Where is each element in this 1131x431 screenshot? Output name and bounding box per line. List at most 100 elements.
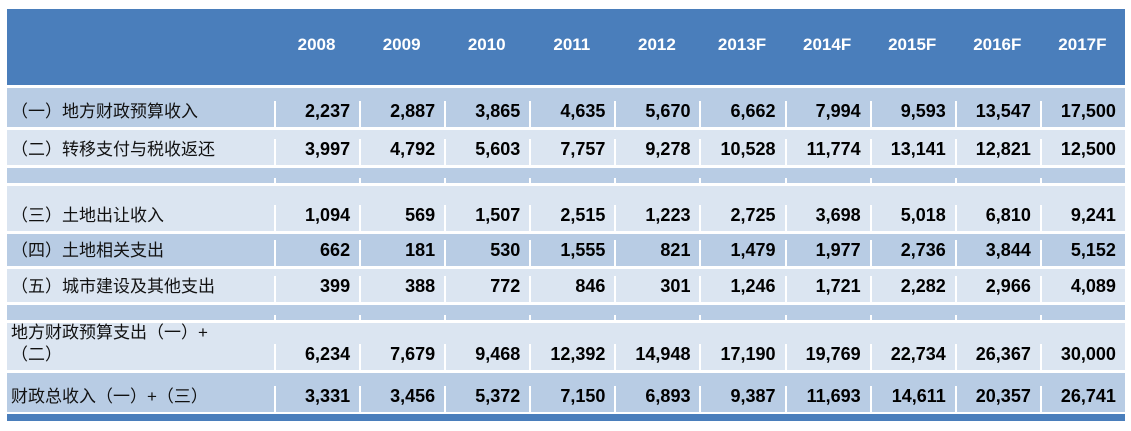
cell-value: 14,948 <box>614 344 699 370</box>
cell-value: 4,089 <box>1039 276 1125 302</box>
row-label: （二）转移支付与税收返还 <box>11 139 215 159</box>
cell-value: 22,734 <box>869 344 955 370</box>
cell-value: 7,150 <box>529 386 614 412</box>
table-row: （四）土地相关支出 662 181 530 1,555 821 1,479 1,977 2,73… <box>7 234 1125 266</box>
header-year-2013F: 2013F <box>717 34 767 54</box>
table-header-row: 2008 2009 2010 2011 2012 2013F 2014F 2015F 2016F… <box>7 9 1125 85</box>
cell-value <box>614 178 699 183</box>
cell-value <box>614 315 699 320</box>
cell-value <box>444 178 529 183</box>
cell-value <box>954 315 1040 320</box>
row-label: 地方财政预算支出（一）+ （二） <box>11 322 208 364</box>
cell-value: 6,893 <box>614 386 699 412</box>
row-label <box>7 179 274 183</box>
row-label: 财政总收入（一）+（三） <box>11 386 208 406</box>
table-row: 财政总收入（一）+（三） 3,331 3,456 5,372 7,150 6,893 9,3… <box>7 373 1125 412</box>
cell-value: 9,468 <box>444 344 529 370</box>
cell-value: 13,547 <box>954 101 1040 127</box>
cell-value: 6,662 <box>699 101 784 127</box>
cell-value: 11,774 <box>784 139 870 165</box>
header-year-2016F: 2016F <box>973 34 1022 54</box>
cell-value: 301 <box>614 276 699 302</box>
cell-value: 14,611 <box>869 386 955 412</box>
cell-value <box>1039 178 1125 183</box>
cell-value: 1,223 <box>614 205 699 231</box>
header-year-2011: 2011 <box>553 34 591 54</box>
cell-value: 5,603 <box>444 139 529 165</box>
cell-value: 569 <box>359 205 444 231</box>
cell-value: 772 <box>444 276 529 302</box>
cell-value <box>699 315 784 320</box>
cell-value: 2,736 <box>869 240 955 266</box>
cell-value: 11,693 <box>784 386 870 412</box>
cell-value: 1,246 <box>699 276 784 302</box>
cell-value: 4,635 <box>529 101 614 127</box>
cell-value: 12,821 <box>954 139 1040 165</box>
cell-value: 530 <box>444 240 529 266</box>
cell-value: 3,997 <box>274 139 359 165</box>
cell-value: 9,593 <box>869 101 955 127</box>
cell-value: 5,152 <box>1039 240 1125 266</box>
cell-value: 2,966 <box>954 276 1040 302</box>
cell-value: 3,331 <box>274 386 359 412</box>
cell-value: 3,698 <box>784 205 870 231</box>
cell-value: 19,769 <box>784 344 870 370</box>
cell-value <box>1039 315 1125 320</box>
header-year-2017F: 2017F <box>1058 34 1107 54</box>
table-spacer-row <box>7 305 1125 320</box>
cell-value: 1,094 <box>274 205 359 231</box>
cell-value <box>274 178 359 183</box>
cell-value: 662 <box>274 240 359 266</box>
cell-value <box>529 315 614 320</box>
cell-value: 2,282 <box>869 276 955 302</box>
header-year-2012: 2012 <box>638 34 676 54</box>
cell-value: 2,887 <box>359 101 444 127</box>
cell-value: 12,500 <box>1039 139 1125 165</box>
table-bottom-border <box>7 414 1125 421</box>
cell-value: 10,528 <box>699 139 784 165</box>
cell-value <box>784 315 870 320</box>
row-label: （五）城市建设及其他支出 <box>11 276 215 296</box>
header-year-2008: 2008 <box>297 34 336 54</box>
header-year-2014F: 2014F <box>803 34 852 54</box>
cell-value: 1,479 <box>699 240 784 266</box>
cell-value <box>784 178 870 183</box>
row-label <box>7 316 274 320</box>
cell-value: 821 <box>614 240 699 266</box>
cell-value: 30,000 <box>1039 344 1125 370</box>
table-row: （二）转移支付与税收返还 3,997 4,792 5,603 7,757 9,278 10,… <box>7 130 1125 165</box>
cell-value: 2,515 <box>529 205 614 231</box>
cell-value: 388 <box>359 276 444 302</box>
cell-value: 5,670 <box>614 101 699 127</box>
cell-value <box>444 315 529 320</box>
cell-value <box>359 315 444 320</box>
cell-value <box>359 178 444 183</box>
table-body: （一）地方财政预算收入 2,237 2,887 3,865 4,635 5,670 6,66… <box>7 88 1125 412</box>
cell-value: 13,141 <box>869 139 955 165</box>
cell-value: 12,392 <box>529 344 614 370</box>
cell-value: 1,721 <box>784 276 870 302</box>
cell-value: 846 <box>529 276 614 302</box>
cell-value: 6,810 <box>954 205 1040 231</box>
cell-value <box>954 178 1040 183</box>
cell-value <box>869 178 955 183</box>
cell-value: 17,500 <box>1039 101 1125 127</box>
cell-value: 1,555 <box>529 240 614 266</box>
cell-value <box>869 315 955 320</box>
row-label: （三）土地出让收入 <box>11 205 164 225</box>
table-spacer-row <box>7 168 1125 183</box>
header-year-2015F: 2015F <box>888 34 937 54</box>
row-label: （四）土地相关支出 <box>11 240 164 260</box>
cell-value: 4,792 <box>359 139 444 165</box>
cell-value: 26,367 <box>954 344 1040 370</box>
cell-value: 9,278 <box>614 139 699 165</box>
cell-value: 26,741 <box>1039 386 1125 412</box>
cell-value: 1,977 <box>784 240 870 266</box>
table-row: （三）土地出让收入 1,094 569 1,507 2,515 1,223 2,725 3,6… <box>7 186 1125 231</box>
cell-value: 3,865 <box>444 101 529 127</box>
table-row: 地方财政预算支出（一）+ （二） 6,234 7,679 9,468 12,392 14,… <box>7 323 1125 370</box>
cell-value: 3,844 <box>954 240 1040 266</box>
cell-value <box>274 315 359 320</box>
cell-value: 7,757 <box>529 139 614 165</box>
cell-value: 5,018 <box>869 205 955 231</box>
